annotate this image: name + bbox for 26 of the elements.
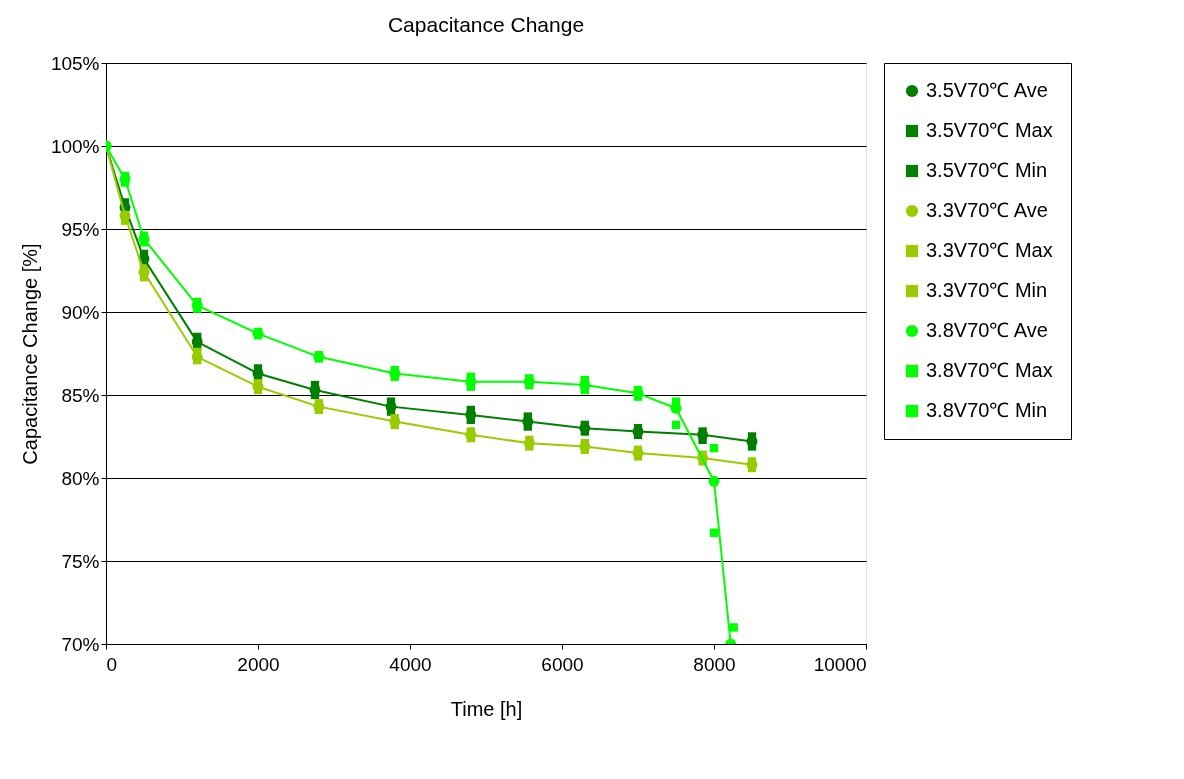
x-tick-label: 6000 <box>541 653 584 675</box>
y-tick-label: 105% <box>50 52 100 74</box>
y-tick-label: 95% <box>61 218 100 240</box>
y-tick-label: 100% <box>50 135 100 157</box>
y-tick-label: 70% <box>61 633 100 655</box>
x-axis-title: Time [h] <box>450 697 523 720</box>
x-tick-label: 8000 <box>693 653 736 675</box>
y-tick-label: 75% <box>61 550 100 572</box>
y-tick-label: 80% <box>61 467 100 489</box>
x-tick-label: 0 <box>106 653 118 675</box>
y-tick-label: 90% <box>61 301 100 323</box>
y-axis-title: Capacitance Change [%] <box>18 243 41 465</box>
legend-label: 3.5V70℃ Ave <box>926 79 1048 101</box>
legend-label: 3.3V70℃ Min <box>926 279 1048 301</box>
legend-label: 3.3V70℃ Max <box>926 239 1053 261</box>
legend-label: 3.5V70℃ Max <box>926 119 1053 141</box>
legend-label: 3.5V70℃ Min <box>926 159 1048 181</box>
legend-label: 3.8V70℃ Ave <box>926 319 1048 341</box>
x-tick-label: 2000 <box>237 653 280 675</box>
chart-title: Capacitance Change <box>387 13 585 36</box>
x-tick-label: 4000 <box>389 653 432 675</box>
legend-label: 3.8V70℃ Min <box>926 399 1048 421</box>
y-tick-label: 85% <box>61 384 100 406</box>
legend-label: 3.3V70℃ Ave <box>926 199 1048 221</box>
x-tick-label: 10000 <box>813 653 867 675</box>
legend-label: 3.8V70℃ Max <box>926 359 1053 381</box>
